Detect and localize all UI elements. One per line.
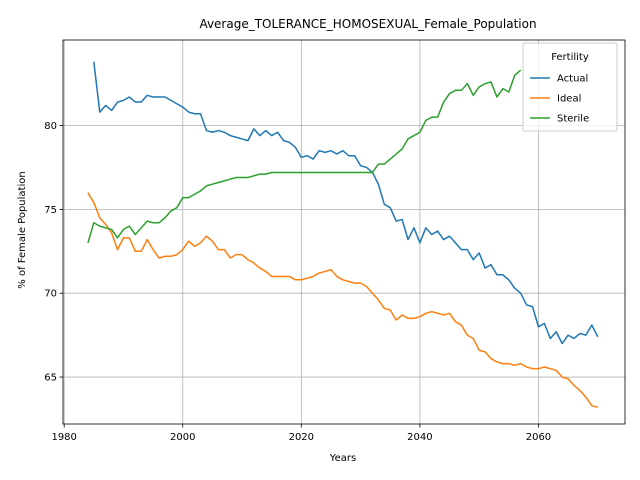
legend-label-sterile: Sterile [557,114,589,125]
x-axis-label: Years [329,453,356,464]
legend-items: Actual Ideal Sterile [530,74,589,125]
y-axis-ticks: 65 70 75 80 [44,121,63,384]
legend: Fertility Actual Ideal Sterile [522,42,618,132]
x-tick-label: 2020 [289,432,314,443]
x-axis-ticks: 1980 2000 2020 2040 2060 [51,424,551,443]
legend-label-ideal: Ideal [557,94,581,105]
y-tick-label: 80 [44,121,57,132]
series-line-ideal [87,192,598,408]
y-axis-label: % of Female Population [17,171,28,288]
x-tick-label: 2000 [170,432,195,443]
legend-title: Fertility [551,52,589,63]
y-tick-label: 65 [44,373,57,384]
series-line-actual [93,61,599,345]
x-tick-label: 2060 [526,432,551,443]
y-tick-label: 75 [44,205,57,216]
grid [63,40,625,424]
y-tick-label: 70 [44,289,57,300]
series-lines [87,61,599,408]
chart-title: Average_TOLERANCE_HOMOSEXUAL_Female_Popu… [199,17,536,31]
x-tick-label: 2040 [407,432,432,443]
legend-box [522,42,618,132]
legend-label-actual: Actual [557,74,588,85]
x-tick-label: 1980 [51,432,76,443]
series-line-sterile [87,69,522,244]
plot-frame [62,39,626,425]
